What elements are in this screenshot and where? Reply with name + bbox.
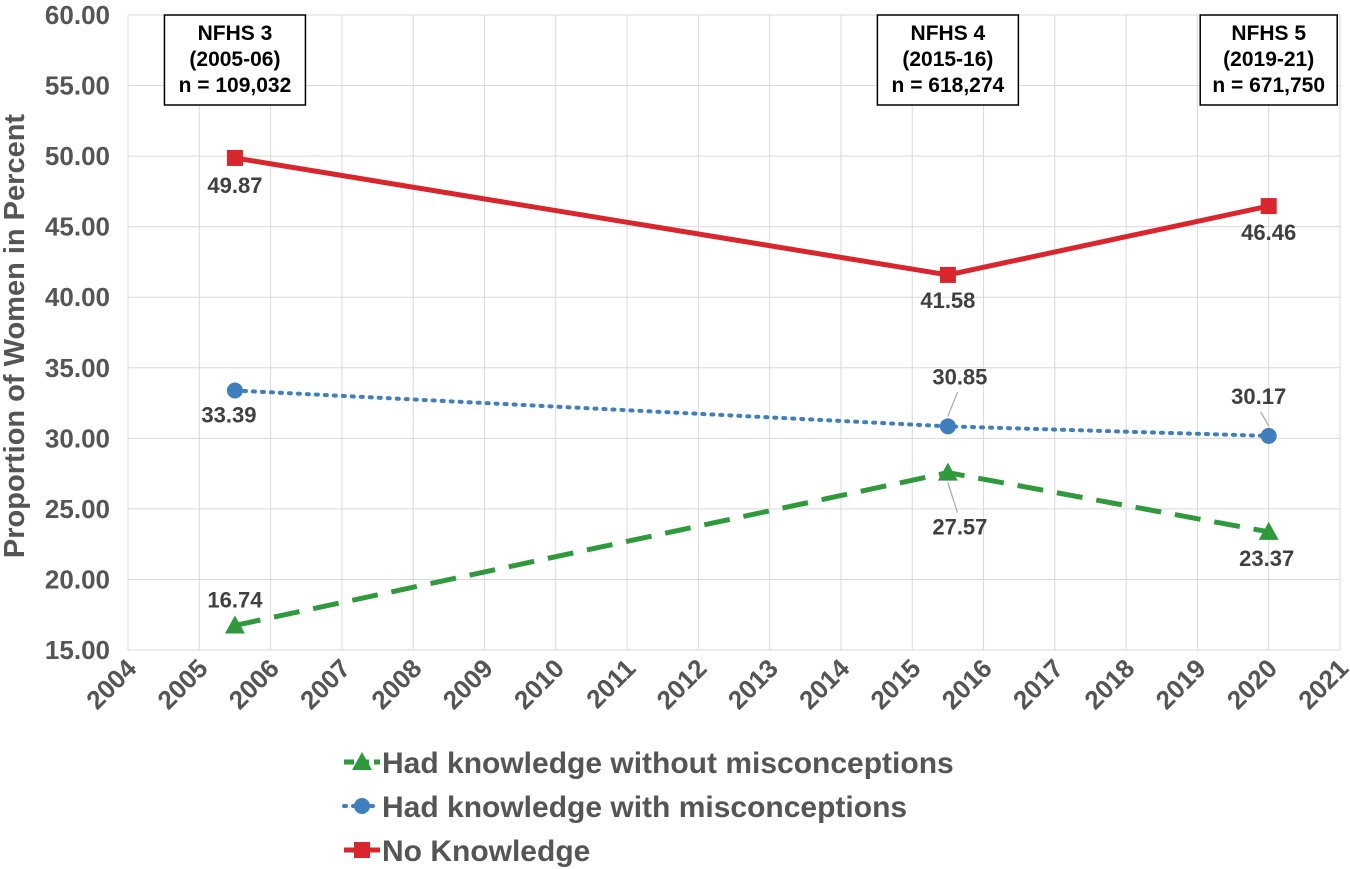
data-label: 49.87 [207,173,262,198]
legend-item: Had knowledge with misconceptions [342,791,907,824]
x-tick-label: 2010 [508,653,570,715]
survey-box-line: n = 618,274 [892,74,1005,97]
legend-label: No Knowledge [382,835,590,868]
y-tick-label: 15.00 [45,635,110,665]
data-label: 41.58 [920,288,975,313]
marker-triangle [937,462,958,481]
survey-box-frame [163,14,307,106]
survey-box-line: (2015-16) [902,48,993,71]
y-tick-label: 50.00 [45,141,110,171]
data-labels: 16.74 27.57 23.37 33.39 30.85 30.17 49.87 41.58… [201,173,1296,613]
y-tick-label: 30.00 [45,423,110,453]
marker-square [939,266,956,283]
y-tick-label: 55.00 [45,71,110,101]
x-tick-label: 2018 [1078,653,1140,715]
legend-label: Had knowledge without misconceptions [382,747,954,780]
label-leader [1260,411,1270,427]
marker-square [354,842,370,858]
series-circle [226,382,1277,444]
label-leader [947,392,959,417]
marker-circle [1260,427,1277,444]
label-leader [947,482,959,513]
survey-annotations: NFHS 3 (2005-06) n = 109,032 NFHS 4 (2015-16… [163,14,1338,106]
x-tick-label: 2013 [722,653,784,715]
y-tick-label: 40.00 [45,282,110,312]
marker-triangle [224,615,245,634]
marker-square [1260,198,1277,215]
data-label: 30.17 [1231,384,1286,409]
marker-circle [354,798,370,814]
data-label: 23.37 [1239,546,1294,571]
y-tick-label: 60.00 [45,0,110,30]
x-tick-label: 2005 [151,653,213,715]
marker-square [226,149,243,166]
y-tick-label: 45.00 [45,212,110,242]
x-tick-label: 2012 [650,653,712,715]
survey-box: NFHS 4 (2015-16) n = 618,274 [876,14,1020,106]
y-tick-label: 25.00 [45,494,110,524]
survey-box: NFHS 3 (2005-06) n = 109,032 [163,14,307,106]
series-triangle [224,462,1279,634]
marker-triangle [352,752,372,770]
series-line [234,155,1270,278]
survey-box-line: n = 671,750 [1212,74,1325,97]
legend-item: Had knowledge without misconceptions [344,747,954,780]
x-tick-label: 2014 [793,653,855,715]
x-tick-label: 2019 [1150,653,1212,715]
y-tick-label: 20.00 [45,564,110,594]
x-tick-label: 2015 [864,653,926,715]
survey-box-line: n = 109,032 [179,74,292,97]
legend: Had knowledge without misconceptions Had … [342,747,954,868]
marker-triangle [1258,521,1279,540]
data-label: 46.46 [1241,220,1296,245]
survey-box-line: NFHS 4 [911,22,986,45]
x-tick-label: 2020 [1221,653,1283,715]
x-tick-label: 2017 [1007,653,1069,715]
marker-circle [226,382,243,399]
survey-box: NFHS 5 (2019-21) n = 671,750 [1199,14,1338,106]
survey-box-line: (2019-21) [1223,48,1314,71]
x-tick-label: 2016 [936,653,998,715]
x-tick-label: 2021 [1292,653,1350,715]
marker-circle [939,418,956,435]
series [224,149,1279,634]
x-tick-label: 2008 [365,653,427,715]
survey-box-frame [1199,14,1338,106]
x-tick-label: 2007 [294,653,356,715]
y-tick-label: 35.00 [45,353,110,383]
y-axis-label: Proportion of Women in Percent [0,114,31,558]
data-label: 33.39 [201,402,256,427]
data-label: 27.57 [932,515,987,540]
grid [127,14,1341,651]
series-line [234,470,1270,628]
survey-box-line: NFHS 3 [198,22,273,45]
series-line [232,388,1271,438]
series-square [226,149,1277,283]
survey-box-line: (2005-06) [189,48,280,71]
survey-box-frame [876,14,1020,106]
legend-label: Had knowledge with misconceptions [382,791,907,824]
survey-box-line: NFHS 5 [1231,22,1306,45]
legend-item: No Knowledge [344,835,590,868]
data-label: 16.74 [207,587,263,612]
x-tick-label: 2011 [580,653,641,714]
x-tick-label: 2006 [223,653,285,715]
data-label: 30.85 [932,364,987,389]
x-tick-label: 2009 [437,653,499,715]
